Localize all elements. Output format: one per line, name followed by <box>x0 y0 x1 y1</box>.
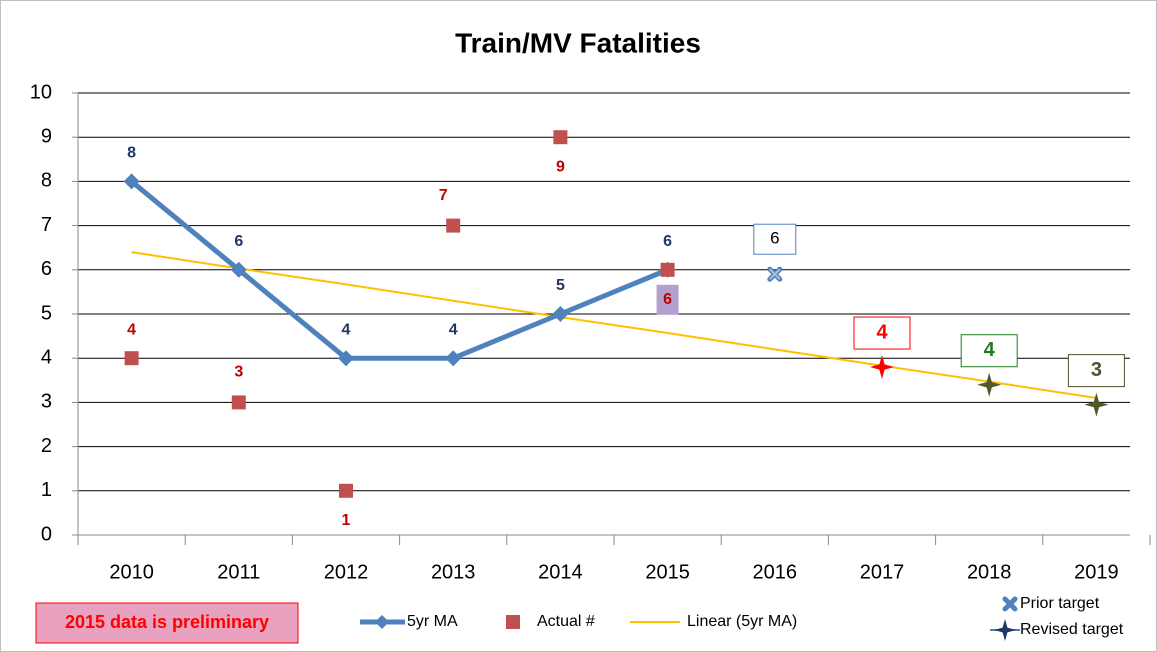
x-tick-label: 2015 <box>645 561 690 583</box>
data-label: 6 <box>663 233 672 250</box>
actual-marker <box>446 218 461 233</box>
label-box <box>753 223 797 255</box>
legend-swatch <box>994 619 1016 641</box>
chart-title: Train/MV Fatalities <box>455 27 701 58</box>
label-box <box>1067 354 1125 388</box>
y-tick-label: 1 <box>41 479 52 501</box>
x-tick-label: 2018 <box>967 561 1012 583</box>
annotation-box <box>35 602 299 644</box>
data-label: 6 <box>770 229 779 248</box>
data-label: 4 <box>342 321 351 338</box>
x-tick-label: 2013 <box>431 561 476 583</box>
data-label: 4 <box>449 321 458 338</box>
x-tick-label: 2016 <box>753 561 798 583</box>
ma-marker <box>230 261 247 278</box>
data-label: 9 <box>556 158 565 175</box>
y-tick-label: 10 <box>30 81 52 103</box>
revised-target-marker <box>1084 392 1109 417</box>
y-tick-label: 7 <box>41 214 52 236</box>
data-label: 5 <box>556 277 565 294</box>
data-label: 1 <box>342 512 351 529</box>
y-tick-label: 6 <box>41 258 52 280</box>
actual-marker <box>553 130 568 145</box>
data-label: 4 <box>984 339 996 361</box>
revised-target-marker <box>870 355 894 380</box>
actual-marker <box>124 351 139 366</box>
data-label: 6 <box>663 291 672 308</box>
legend-swatch <box>375 615 389 629</box>
actual-marker <box>339 483 353 498</box>
y-tick-label: 3 <box>41 391 52 413</box>
x-tick-label: 2019 <box>1074 561 1119 583</box>
y-tick-label: 5 <box>41 302 52 324</box>
y-tick-label: 9 <box>41 125 52 147</box>
x-tick-label: 2012 <box>324 561 369 583</box>
x-tick-label: 2014 <box>538 561 583 583</box>
data-label: 4 <box>127 321 136 338</box>
x-tick-label: 2017 <box>860 561 905 583</box>
data-label: 7 <box>439 187 448 204</box>
legend-label: Linear (5yr MA) <box>687 613 797 630</box>
y-tick-label: 4 <box>41 346 52 368</box>
data-label: 3 <box>1091 359 1102 381</box>
trend-line <box>131 251 1097 399</box>
data-label: 6 <box>234 233 243 250</box>
data-label: 3 <box>234 364 243 381</box>
label-highlight <box>656 284 679 315</box>
legend-swatch <box>506 615 520 629</box>
ma-marker <box>552 306 569 322</box>
prior-target-marker-inner <box>769 268 781 280</box>
ma-marker <box>338 350 354 367</box>
legend-swatch <box>1002 596 1018 612</box>
label-box <box>853 316 911 350</box>
actual-marker <box>231 395 246 410</box>
x-tick-label: 2011 <box>217 561 260 583</box>
data-label: 4 <box>876 321 888 343</box>
ma-marker <box>123 173 140 190</box>
legend-label: Actual # <box>537 613 595 630</box>
y-tick-label: 8 <box>41 170 52 192</box>
x-tick-label: 2010 <box>109 561 154 583</box>
legend-label: Prior target <box>1020 595 1100 612</box>
ma-marker <box>445 350 462 367</box>
annotation: 2015 data is preliminary <box>65 612 269 632</box>
label-box <box>960 334 1018 368</box>
actual-marker <box>660 262 675 277</box>
y-tick-label: 0 <box>41 523 52 545</box>
legend-label: 5yr MA <box>407 613 458 630</box>
revised-target-marker <box>977 372 1002 397</box>
ma-line <box>130 179 669 361</box>
y-tick-label: 2 <box>41 435 52 457</box>
data-label: 8 <box>127 145 136 162</box>
legend-label: Revised target <box>1020 621 1124 638</box>
